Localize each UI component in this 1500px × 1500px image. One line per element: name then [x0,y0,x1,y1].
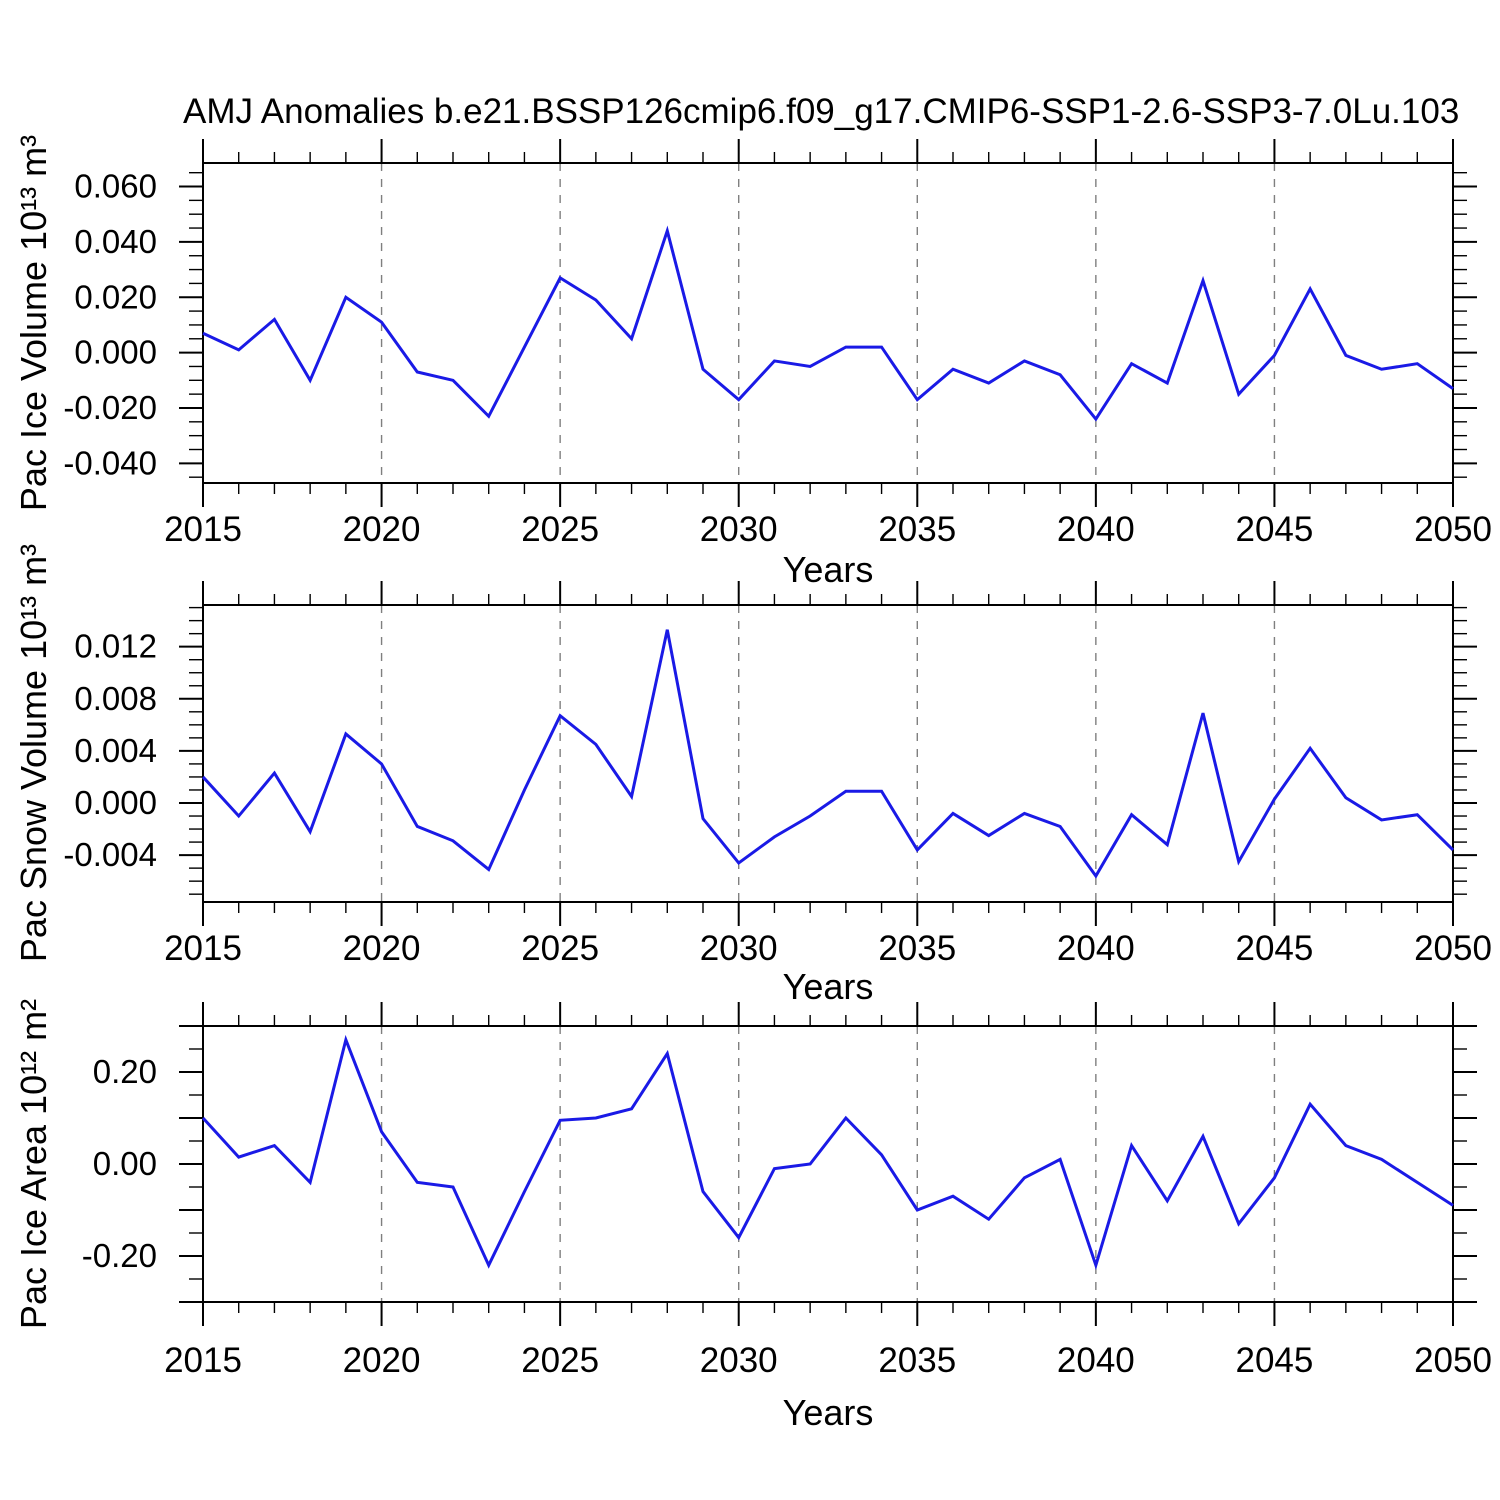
y-tick-label: 0.008 [74,680,157,717]
x-tick-label: 2025 [521,929,599,968]
x-tick-label: 2020 [343,510,421,549]
x-tick-label: 2045 [1235,929,1313,968]
panel-pac-snow-volume: 2015 2020 2025 2030 2035 2040 2045 2050 0.012 0.0… [63,581,1492,968]
y-tick-label: 0.012 [74,628,157,665]
y-tick-label: -0.20 [82,1237,157,1274]
x-tick-label: 2035 [878,929,956,968]
x-tick-label: 2030 [700,510,778,549]
y-tick-label: 0.060 [74,168,157,205]
x-tick-label: 2025 [521,510,599,549]
x-tick-label: 2030 [700,929,778,968]
x-tick-label: 2045 [1235,510,1313,549]
x-tick-label: 2040 [1057,1341,1135,1380]
x-axis-title-years-panel3: Years [782,1392,874,1433]
x-tick-label: 2040 [1057,929,1135,968]
plot-frame [202,1025,1454,1303]
y-tick-label: -0.020 [63,389,157,426]
y-tick-label: 0.004 [74,732,157,769]
x-tick-label: 2015 [164,510,242,549]
data-line-pac-ice-volume [202,225,1454,422]
x-tick-label: 2045 [1235,1341,1313,1380]
x-tick-label: 2050 [1414,929,1492,968]
data-line-pac-ice-area [201,1034,1454,1271]
plot-frame [202,604,1454,903]
x-tick-label: 2040 [1057,510,1135,549]
y-tick-label: 0.000 [74,334,157,371]
x-tick-label: 2015 [164,929,242,968]
y-axis-title-pac-ice-area: Pac Ice Area 10¹² m² [13,998,54,1330]
y-tick-label: -0.004 [63,836,157,873]
x-tick-label: 2020 [343,1341,421,1380]
y-tick-label: 0.00 [93,1145,157,1182]
y-tick-label: -0.040 [63,444,157,481]
figure-title: AMJ Anomalies b.e21.BSSP126cmip6.f09_g17… [183,92,1460,131]
x-tick-label: 2025 [521,1341,599,1380]
panel-pac-ice-volume: 2015 2020 2025 2030 2035 2040 2045 2050 0.060 0.0… [63,139,1492,549]
x-tick-label: 2035 [878,510,956,549]
panel-pac-ice-area: 2015 2020 2025 2030 2035 2040 2045 2050 0.20 0.00… [82,1002,1492,1380]
plot-frame [202,162,1454,484]
x-tick-label: 2050 [1414,510,1492,549]
x-axis-title-years-panel1: Years [782,549,874,590]
x-tick-label: 2015 [164,1341,242,1380]
y-tick-label: 0.020 [74,278,157,315]
x-tick-label: 2035 [878,1341,956,1380]
x-tick-label: 2020 [343,929,421,968]
data-line-pac-snow-volume [201,629,1455,879]
y-tick-label: 0.20 [93,1053,157,1090]
y-tick-label: 0.000 [74,784,157,821]
x-tick-label: 2030 [700,1341,778,1380]
x-axis-title-years-panel2: Years [782,966,874,1007]
x-tick-label: 2050 [1414,1341,1492,1380]
y-tick-label: 0.040 [74,223,157,260]
